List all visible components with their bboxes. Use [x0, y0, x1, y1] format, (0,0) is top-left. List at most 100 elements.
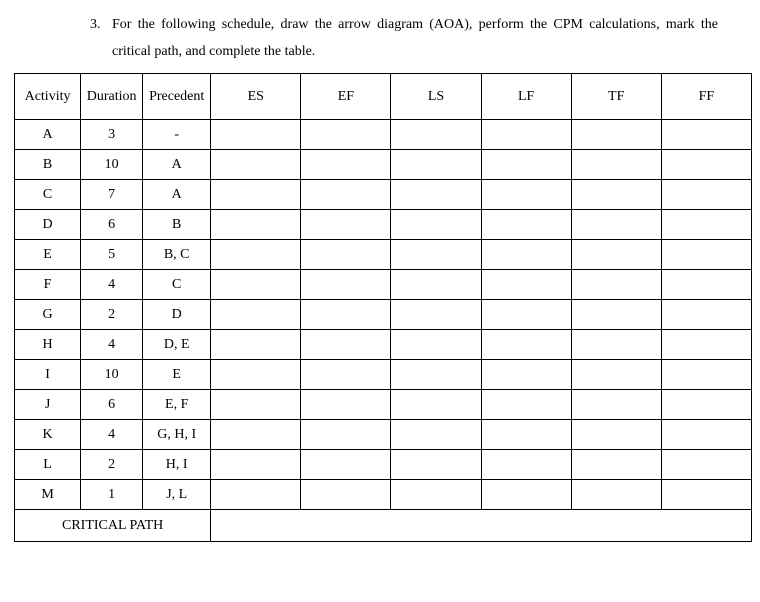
cell-precedent: D, E — [143, 330, 211, 360]
table-header-row: Activity Duration Precedent ES EF LS LF … — [15, 74, 752, 120]
cell-ef — [301, 180, 391, 210]
cell-duration: 2 — [81, 450, 143, 480]
cell-ls — [391, 150, 481, 180]
table-row: G2D — [15, 300, 752, 330]
cell-duration: 4 — [81, 420, 143, 450]
cell-tf — [571, 180, 661, 210]
cpm-table: Activity Duration Precedent ES EF LS LF … — [14, 73, 752, 542]
cell-ls — [391, 330, 481, 360]
cell-precedent: A — [143, 180, 211, 210]
cell-lf — [481, 120, 571, 150]
cell-lf — [481, 390, 571, 420]
cell-es — [211, 360, 301, 390]
table-row: C7A — [15, 180, 752, 210]
header-ef: EF — [301, 74, 391, 120]
cell-ef — [301, 150, 391, 180]
cell-lf — [481, 360, 571, 390]
header-ff: FF — [661, 74, 751, 120]
cell-ls — [391, 120, 481, 150]
cell-ls — [391, 240, 481, 270]
cell-es — [211, 300, 301, 330]
header-ls: LS — [391, 74, 481, 120]
cell-lf — [481, 210, 571, 240]
cell-lf — [481, 180, 571, 210]
cell-es — [211, 390, 301, 420]
cell-ff — [661, 390, 751, 420]
cell-es — [211, 210, 301, 240]
cell-activity: E — [15, 240, 81, 270]
cell-precedent: E, F — [143, 390, 211, 420]
cell-precedent: B — [143, 210, 211, 240]
cell-duration: 6 — [81, 390, 143, 420]
cell-es — [211, 480, 301, 510]
cell-es — [211, 240, 301, 270]
table-row: K4G, H, I — [15, 420, 752, 450]
cell-ls — [391, 480, 481, 510]
cell-ff — [661, 270, 751, 300]
cell-ef — [301, 240, 391, 270]
cell-precedent: - — [143, 120, 211, 150]
cell-activity: B — [15, 150, 81, 180]
cell-lf — [481, 150, 571, 180]
cell-duration: 10 — [81, 150, 143, 180]
cell-ef — [301, 480, 391, 510]
cell-ls — [391, 300, 481, 330]
cell-ef — [301, 360, 391, 390]
cell-duration: 6 — [81, 210, 143, 240]
cell-es — [211, 120, 301, 150]
cell-ef — [301, 270, 391, 300]
cell-ef — [301, 300, 391, 330]
table-row: D6B — [15, 210, 752, 240]
header-es: ES — [211, 74, 301, 120]
table-body: A3-B10AC7AD6BE5B, CF4CG2DH4D, EI10EJ6E, … — [15, 120, 752, 510]
table-row: J6E, F — [15, 390, 752, 420]
table-row: E5B, C — [15, 240, 752, 270]
cell-ls — [391, 210, 481, 240]
cell-activity: M — [15, 480, 81, 510]
table-row: L2H, I — [15, 450, 752, 480]
cell-activity: G — [15, 300, 81, 330]
critical-path-row: CRITICAL PATH — [15, 510, 752, 542]
critical-path-label: CRITICAL PATH — [15, 510, 211, 542]
cell-activity: K — [15, 420, 81, 450]
cell-ff — [661, 210, 751, 240]
cell-duration: 4 — [81, 270, 143, 300]
cell-ff — [661, 150, 751, 180]
cell-activity: C — [15, 180, 81, 210]
cell-ff — [661, 180, 751, 210]
cell-precedent: E — [143, 360, 211, 390]
cell-ff — [661, 480, 751, 510]
cell-duration: 5 — [81, 240, 143, 270]
cell-lf — [481, 450, 571, 480]
cell-ff — [661, 420, 751, 450]
cell-tf — [571, 150, 661, 180]
cell-es — [211, 270, 301, 300]
cell-precedent: H, I — [143, 450, 211, 480]
table-row: B10A — [15, 150, 752, 180]
cell-duration: 7 — [81, 180, 143, 210]
table-row: H4D, E — [15, 330, 752, 360]
cell-tf — [571, 300, 661, 330]
header-lf: LF — [481, 74, 571, 120]
cell-es — [211, 330, 301, 360]
cell-es — [211, 180, 301, 210]
cell-ef — [301, 420, 391, 450]
cell-ls — [391, 270, 481, 300]
cell-ls — [391, 450, 481, 480]
cell-tf — [571, 480, 661, 510]
header-activity: Activity — [15, 74, 81, 120]
cell-tf — [571, 450, 661, 480]
cell-es — [211, 450, 301, 480]
table-row: F4C — [15, 270, 752, 300]
header-duration: Duration — [81, 74, 143, 120]
cell-es — [211, 150, 301, 180]
cell-activity: L — [15, 450, 81, 480]
cell-precedent: A — [143, 150, 211, 180]
cell-ls — [391, 420, 481, 450]
cell-ef — [301, 210, 391, 240]
cell-lf — [481, 270, 571, 300]
cell-duration: 4 — [81, 330, 143, 360]
cell-duration: 2 — [81, 300, 143, 330]
header-tf: TF — [571, 74, 661, 120]
cell-duration: 1 — [81, 480, 143, 510]
